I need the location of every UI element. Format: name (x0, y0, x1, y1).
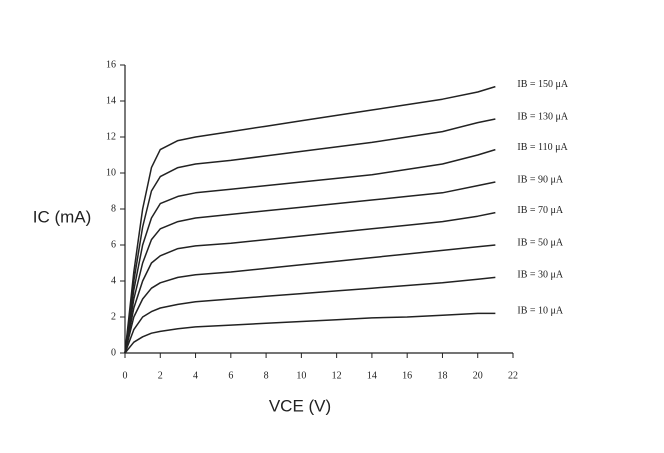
series-label: IB = 50 μA (517, 237, 564, 248)
x-tick-label: 22 (508, 370, 518, 381)
x-tick-label: 4 (193, 370, 198, 381)
x-tick-label: 20 (473, 370, 483, 381)
curve (124, 118, 496, 354)
y-tick-label: 8 (111, 203, 116, 214)
x-tick-label: 14 (367, 370, 377, 381)
y-tick-label: 16 (106, 59, 116, 70)
curve (124, 244, 496, 354)
x-tick-label: 16 (402, 370, 412, 381)
x-tick-label: 2 (158, 370, 163, 381)
curve (124, 85, 496, 354)
x-tick-label: 6 (228, 370, 233, 381)
y-tick-label: 14 (106, 95, 116, 106)
y-tick-label: 10 (106, 167, 116, 178)
y-tick-label: 0 (111, 347, 116, 358)
x-axis-title: VCE (V) (269, 396, 331, 415)
series-label: IB = 150 μA (517, 79, 569, 90)
series-label: IB = 90 μA (517, 174, 564, 185)
series-label: IB = 30 μA (517, 270, 564, 281)
y-tick-label: 4 (111, 275, 116, 286)
curve (124, 211, 496, 354)
series-label: IB = 10 μA (517, 306, 564, 317)
y-tick-label: 2 (111, 311, 116, 322)
x-tick-label: 8 (264, 370, 269, 381)
x-tick-label: 18 (437, 370, 447, 381)
x-tick-label: 10 (296, 370, 306, 381)
curve (124, 148, 496, 354)
x-tick-label: 0 (123, 370, 128, 381)
series-label: IB = 110 μA (517, 142, 568, 153)
curve (124, 276, 496, 354)
y-axis-title: IC (mA) (33, 207, 92, 226)
x-tick-label: 12 (332, 370, 342, 381)
curve (124, 312, 496, 354)
series-label: IB = 130 μA (517, 111, 569, 122)
y-tick-label: 12 (106, 131, 116, 142)
curve (124, 181, 496, 354)
series-label: IB = 70 μA (517, 205, 564, 216)
y-tick-label: 6 (111, 239, 116, 250)
